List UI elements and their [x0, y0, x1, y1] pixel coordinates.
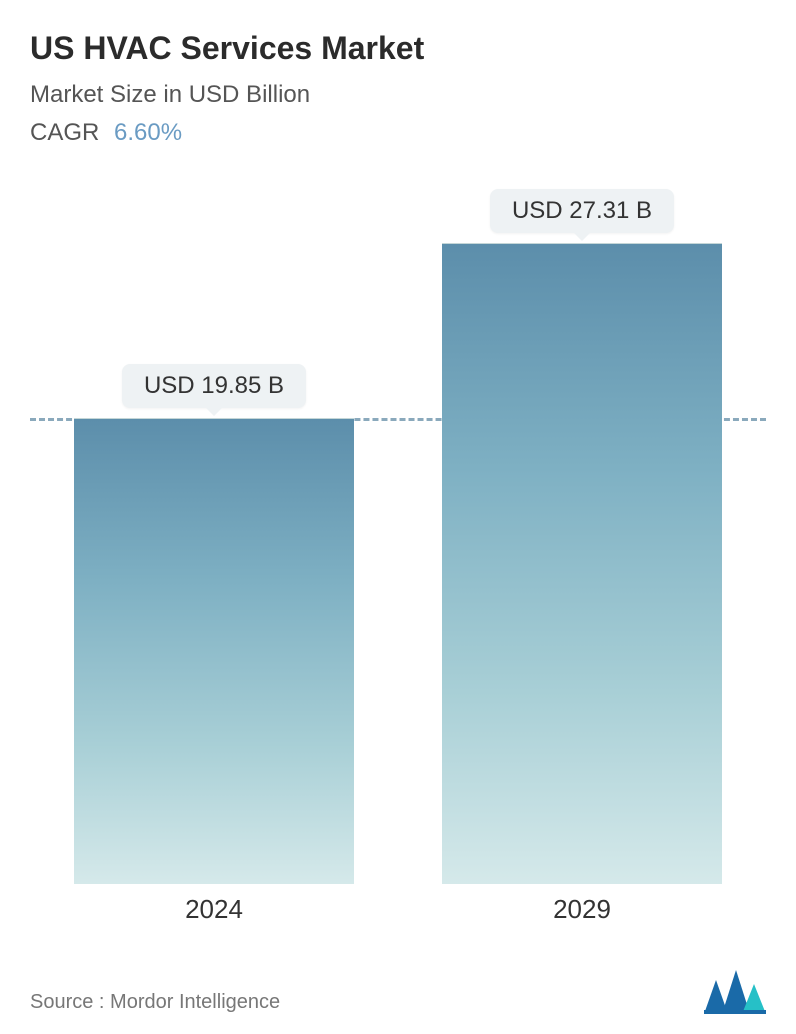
badge-pointer-0 — [206, 408, 222, 416]
value-badge-1: USD 27.31 B — [490, 189, 674, 233]
page-title: US HVAC Services Market — [30, 30, 766, 67]
subtitle: Market Size in USD Billion — [30, 81, 766, 109]
source-text: Source : Mordor Intelligence — [30, 991, 280, 1014]
bars-group: USD 19.85 B USD 27.31 B — [30, 187, 766, 884]
bar-1 — [442, 243, 722, 884]
cagr-value: 6.60% — [114, 119, 182, 146]
chart-container: US HVAC Services Market Market Size in U… — [0, 0, 796, 1034]
bar-group-0: USD 19.85 B — [54, 364, 374, 884]
chart-area: USD 19.85 B USD 27.31 B 2024 2029 — [30, 187, 766, 944]
cagr-row: CAGR 6.60% — [30, 119, 766, 147]
x-label-1: 2029 — [422, 884, 742, 925]
x-label-0: 2024 — [54, 884, 374, 925]
badge-pointer-1 — [574, 233, 590, 241]
mordor-logo-icon — [704, 970, 766, 1014]
footer: Source : Mordor Intelligence — [30, 952, 766, 1014]
bar-0 — [74, 418, 354, 884]
value-badge-0: USD 19.85 B — [122, 364, 306, 408]
x-axis-labels: 2024 2029 — [30, 884, 766, 944]
bar-group-1: USD 27.31 B — [422, 189, 742, 884]
cagr-label: CAGR — [30, 119, 99, 146]
